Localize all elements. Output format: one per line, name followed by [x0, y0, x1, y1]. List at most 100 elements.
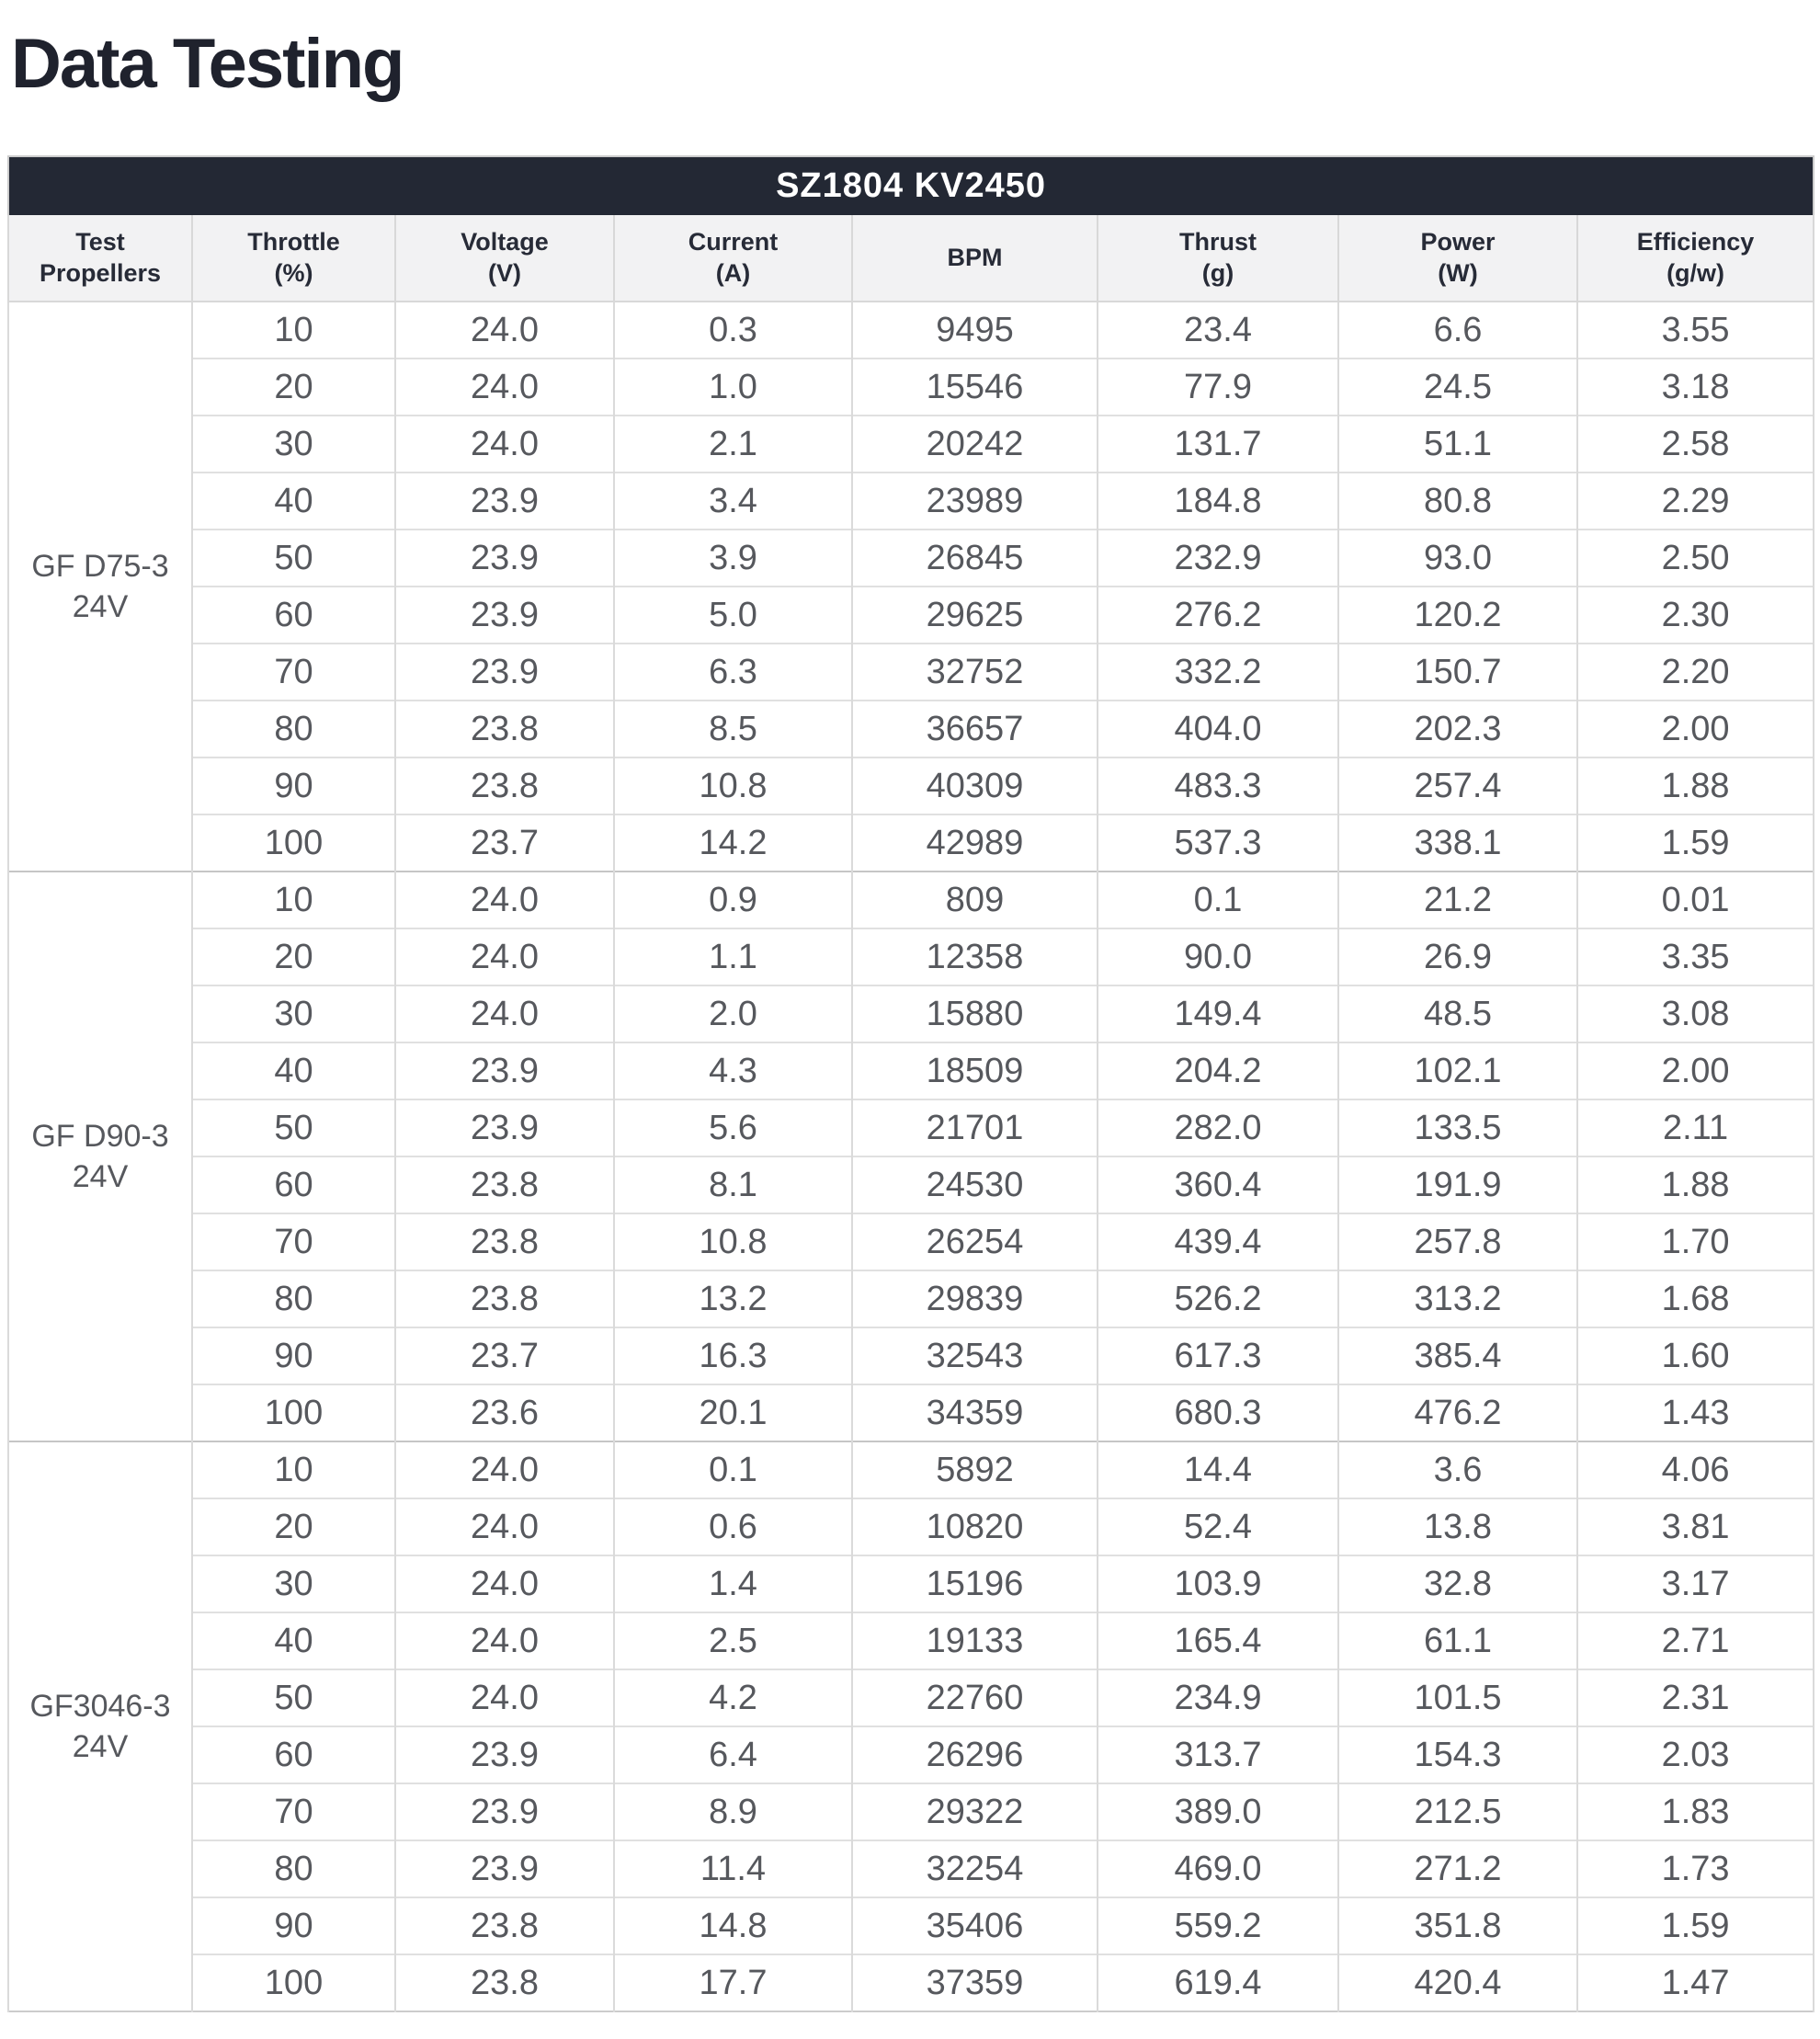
cell-throttle: 80 — [191, 700, 396, 758]
table-row: 20 24.0 0.6 10820 52.4 13.8 3.81 — [8, 1498, 1815, 1556]
cell-current: 6.3 — [613, 643, 853, 701]
cell-current: 4.3 — [613, 1042, 853, 1100]
table-row: 60 23.9 6.4 26296 313.7 154.3 2.03 — [8, 1726, 1815, 1784]
table-row: 100 23.6 20.1 34359 680.3 476.2 1.43 — [8, 1384, 1815, 1442]
cell-thrust: 131.7 — [1097, 415, 1339, 473]
cell-power: 26.9 — [1337, 928, 1578, 986]
cell-power: 191.9 — [1337, 1156, 1578, 1214]
cell-voltage: 23.9 — [394, 586, 615, 644]
cell-efficiency: 1.70 — [1575, 1213, 1815, 1271]
page-title: Data Testing — [11, 25, 404, 103]
table-row: 70 23.8 10.8 26254 439.4 257.8 1.70 — [8, 1213, 1815, 1271]
cell-efficiency: 1.47 — [1575, 1954, 1815, 2012]
cell-thrust: 469.0 — [1097, 1840, 1339, 1898]
cell-throttle: 70 — [191, 1783, 396, 1841]
cell-thrust: 282.0 — [1097, 1099, 1339, 1157]
cell-power: 21.2 — [1337, 871, 1578, 929]
table-row: 20 24.0 1.1 12358 90.0 26.9 3.35 — [8, 928, 1815, 986]
cell-throttle: 100 — [191, 1954, 396, 2012]
table-row: 40 23.9 3.4 23989 184.8 80.8 2.29 — [8, 472, 1815, 530]
cell-efficiency: 2.00 — [1575, 700, 1815, 758]
cell-thrust: 232.9 — [1097, 529, 1339, 587]
table-body: GF D75-3 24V 10 24.0 0.3 9495 23.4 6.6 3.55 20 24… — [7, 301, 1815, 2012]
cell-bpm: 19133 — [851, 1612, 1098, 1670]
table-row: 90 23.8 14.8 35406 559.2 351.8 1.59 — [8, 1897, 1815, 1955]
table-row: 50 23.9 5.6 21701 282.0 133.5 2.11 — [8, 1099, 1815, 1157]
cell-voltage: 23.9 — [394, 1042, 615, 1100]
cell-bpm: 10820 — [851, 1498, 1098, 1556]
cell-efficiency: 2.00 — [1575, 1042, 1815, 1100]
table-row: 60 23.9 5.0 29625 276.2 120.2 2.30 — [8, 586, 1815, 644]
cell-power: 420.4 — [1337, 1954, 1578, 2012]
cell-bpm: 36657 — [851, 700, 1098, 758]
cell-bpm: 20242 — [851, 415, 1098, 473]
cell-bpm: 18509 — [851, 1042, 1098, 1100]
cell-voltage: 23.9 — [394, 643, 615, 701]
cell-efficiency: 2.29 — [1575, 472, 1815, 530]
cell-bpm: 37359 — [851, 1954, 1098, 2012]
cell-throttle: 70 — [191, 643, 396, 701]
cell-power: 61.1 — [1337, 1612, 1578, 1670]
cell-thrust: 0.1 — [1097, 871, 1339, 929]
cell-current: 17.7 — [613, 1954, 853, 2012]
cell-efficiency: 1.73 — [1575, 1840, 1815, 1898]
cell-current: 4.2 — [613, 1669, 853, 1727]
cell-thrust: 184.8 — [1097, 472, 1339, 530]
cell-power: 102.1 — [1337, 1042, 1578, 1100]
cell-throttle: 30 — [191, 415, 396, 473]
cell-voltage: 24.0 — [394, 985, 615, 1043]
cell-power: 120.2 — [1337, 586, 1578, 644]
cell-bpm: 23989 — [851, 472, 1098, 530]
cell-current: 13.2 — [613, 1270, 853, 1328]
cell-current: 20.1 — [613, 1384, 853, 1442]
cell-power: 351.8 — [1337, 1897, 1578, 1955]
cell-current: 5.6 — [613, 1099, 853, 1157]
cell-voltage: 23.8 — [394, 757, 615, 815]
cell-voltage: 23.8 — [394, 1156, 615, 1214]
cell-throttle: 20 — [191, 358, 396, 416]
cell-thrust: 234.9 — [1097, 1669, 1339, 1727]
cell-voltage: 23.7 — [394, 1327, 615, 1385]
cell-throttle: 90 — [191, 1327, 396, 1385]
cell-bpm: 29322 — [851, 1783, 1098, 1841]
cell-power: 93.0 — [1337, 529, 1578, 587]
cell-bpm: 29839 — [851, 1270, 1098, 1328]
cell-voltage: 24.0 — [394, 1612, 615, 1670]
col-header-throttle: Throttle (%) — [191, 215, 396, 303]
table-row: 50 24.0 4.2 22760 234.9 101.5 2.31 — [8, 1669, 1815, 1727]
cell-efficiency: 3.08 — [1575, 985, 1815, 1043]
table-row: 40 24.0 2.5 19133 165.4 61.1 2.71 — [8, 1612, 1815, 1670]
cell-current: 0.1 — [613, 1441, 853, 1499]
cell-power: 212.5 — [1337, 1783, 1578, 1841]
cell-efficiency: 2.31 — [1575, 1669, 1815, 1727]
cell-voltage: 24.0 — [394, 871, 615, 929]
cell-current: 0.9 — [613, 871, 853, 929]
cell-throttle: 100 — [191, 1384, 396, 1442]
table-row: 50 23.9 3.9 26845 232.9 93.0 2.50 — [8, 529, 1815, 587]
cell-current: 10.8 — [613, 757, 853, 815]
cell-throttle: 10 — [191, 301, 396, 359]
cell-current: 10.8 — [613, 1213, 853, 1271]
table-row: 60 23.8 8.1 24530 360.4 191.9 1.88 — [8, 1156, 1815, 1214]
col-header-test-propellers: Test Propellers — [7, 215, 193, 303]
cell-current: 1.1 — [613, 928, 853, 986]
table-row: GF D90-3 24V 10 24.0 0.9 809 0.1 21.2 0.01 — [7, 871, 1815, 1442]
cell-throttle: 100 — [191, 814, 396, 872]
table-row: GF D75-3 24V 10 24.0 0.3 9495 23.4 6.6 3.55 — [7, 301, 1815, 872]
cell-bpm: 34359 — [851, 1384, 1098, 1442]
cell-bpm: 15196 — [851, 1555, 1098, 1613]
cell-power: 385.4 — [1337, 1327, 1578, 1385]
cell-thrust: 389.0 — [1097, 1783, 1339, 1841]
cell-efficiency: 1.59 — [1575, 814, 1815, 872]
cell-power: 150.7 — [1337, 643, 1578, 701]
cell-power: 32.8 — [1337, 1555, 1578, 1613]
cell-efficiency: 2.20 — [1575, 643, 1815, 701]
table-row: 80 23.8 13.2 29839 526.2 313.2 1.68 — [8, 1270, 1815, 1328]
cell-efficiency: 2.50 — [1575, 529, 1815, 587]
page: Data Testing SZ1804 KV2450 Test Propelle… — [0, 24, 1820, 2013]
cell-bpm: 26845 — [851, 529, 1098, 587]
cell-efficiency: 1.88 — [1575, 757, 1815, 815]
cell-voltage: 23.8 — [394, 1213, 615, 1271]
cell-voltage: 24.0 — [394, 301, 615, 359]
cell-thrust: 332.2 — [1097, 643, 1339, 701]
